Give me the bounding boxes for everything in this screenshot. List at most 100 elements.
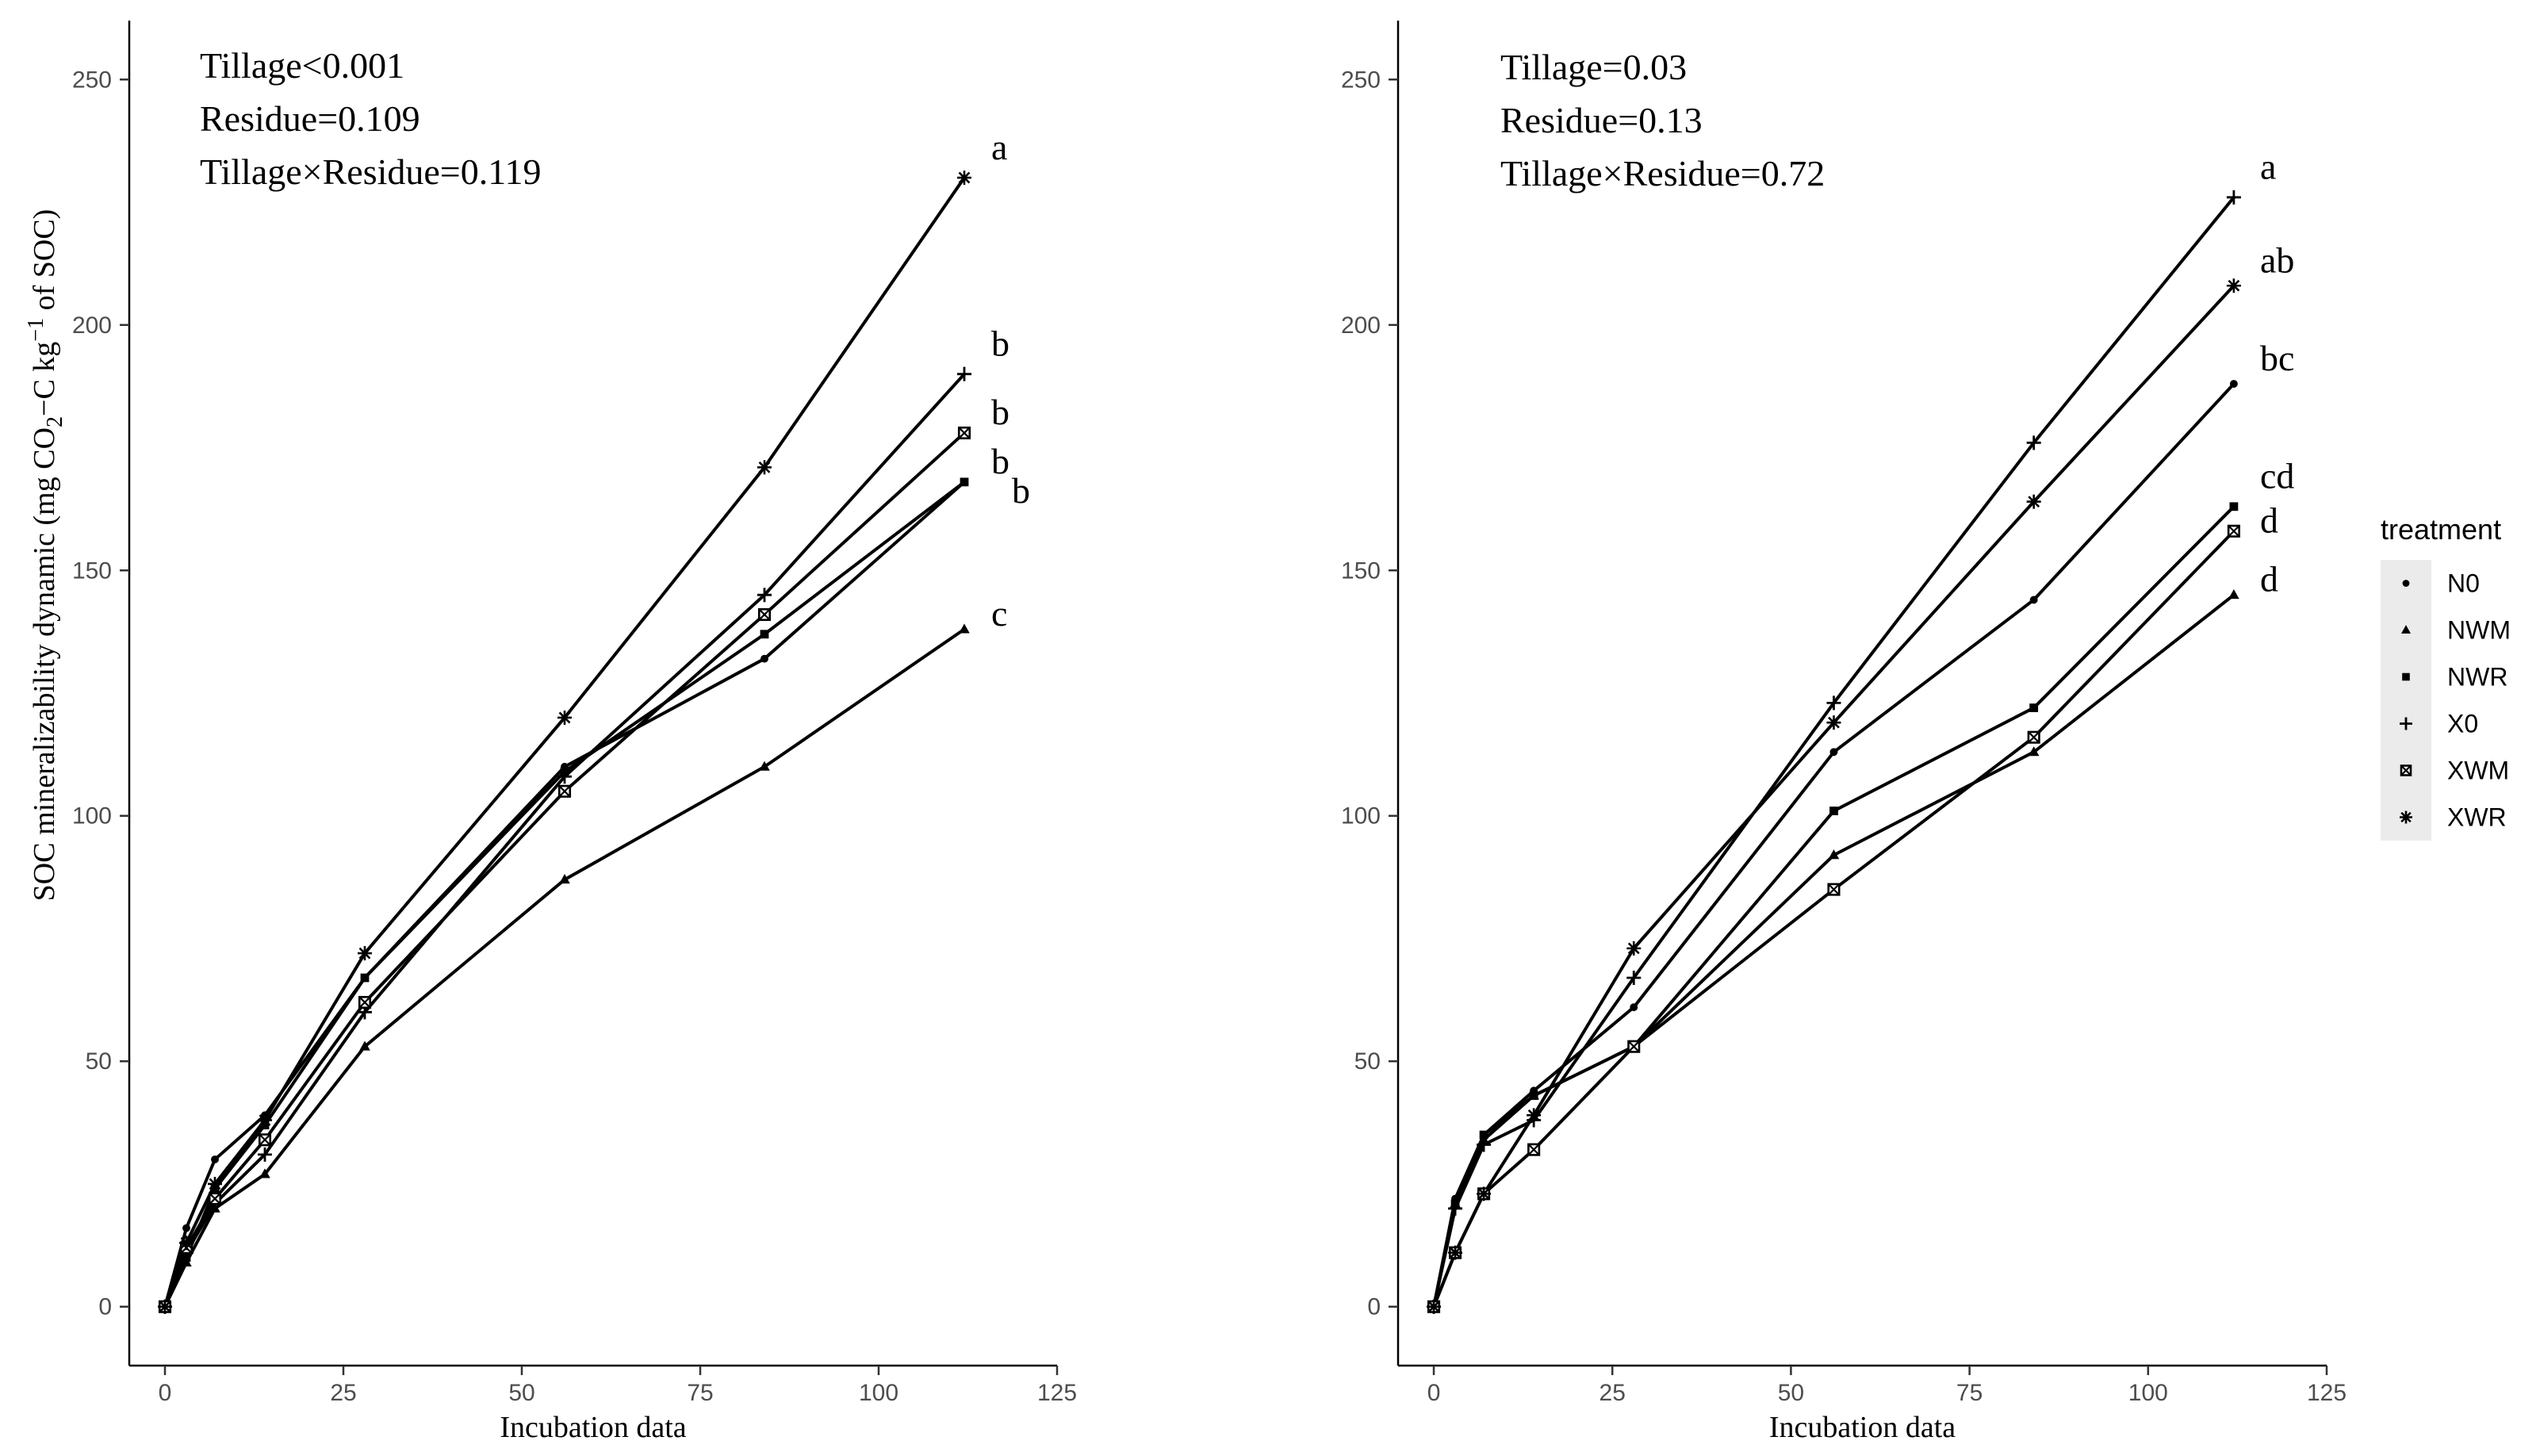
- x-tick-label: 25: [1599, 1380, 1626, 1406]
- x-tick-label: 125: [1037, 1380, 1077, 1406]
- y-tick-label: 200: [72, 312, 112, 339]
- point-nwm: [2228, 589, 2239, 600]
- y-tick-label: 250: [72, 67, 112, 93]
- legend-title: treatment: [2381, 513, 2501, 546]
- point-n0: [1829, 748, 1838, 757]
- point-xwr: [2026, 494, 2041, 509]
- x-tick-label: 0: [159, 1380, 172, 1406]
- point-xwr: [1448, 1245, 1463, 1260]
- x-tick-label: 100: [859, 1380, 898, 1406]
- stats-annotation: Residue=0.13: [1500, 100, 1703, 140]
- point-x0: [557, 769, 572, 784]
- point-nwr: [1829, 807, 1838, 815]
- y-tick-label: 0: [98, 1294, 112, 1320]
- point-xwr: [1826, 715, 1841, 730]
- y-tick-label: 100: [72, 803, 112, 830]
- point-x0: [757, 588, 772, 603]
- stats-annotation: Tillage<0.001: [200, 45, 404, 86]
- significance-letter: d: [2260, 500, 2278, 540]
- series-line-x0: [1432, 196, 2235, 1308]
- point-x0: [2026, 435, 2041, 450]
- left-panel: 0 50 100 150 200 250 0 25 50 75 100 125 Incubation d…: [72, 21, 1077, 1444]
- point-n0: [2029, 596, 2038, 604]
- series-line-n0: [1432, 382, 2235, 1308]
- point-xwm: [358, 995, 372, 1010]
- y-axis-title: SOC mineralizability dynamic (mg CO2−C k…: [24, 209, 67, 902]
- point-xwm: [1627, 1040, 1641, 1053]
- point-x0: [1448, 1201, 1463, 1216]
- stats-annotation: Tillage=0.03: [1500, 47, 1687, 87]
- legend-label-xwr: XWR: [2447, 803, 2507, 832]
- x-tick-label: 75: [687, 1380, 713, 1406]
- significance-letter: ab: [2260, 239, 2294, 280]
- series-line-nwr: [163, 481, 966, 1308]
- y-tick-label: 50: [86, 1048, 112, 1075]
- point-n0: [211, 1155, 219, 1163]
- point-xwm: [2227, 524, 2240, 538]
- significance-letter: b: [991, 441, 1009, 481]
- point-xwr: [1477, 1186, 1492, 1201]
- significance-letter: c: [991, 593, 1007, 634]
- point-nwr: [760, 630, 769, 639]
- series-line-xwm: [163, 431, 966, 1308]
- y-tick-label: 200: [1341, 312, 1381, 339]
- point-xwm: [2027, 730, 2040, 744]
- point-nwm: [959, 623, 970, 634]
- y-tick-label: 150: [72, 557, 112, 584]
- point-x0: [1477, 1137, 1492, 1152]
- legend-marker-xwr: [2400, 810, 2412, 824]
- y-tick-label: 150: [1341, 557, 1381, 584]
- point-xwm: [757, 607, 772, 622]
- significance-letter: cd: [2260, 456, 2294, 496]
- x-tick-label: 50: [1778, 1380, 1804, 1406]
- point-nwm: [1828, 849, 1840, 860]
- x-axis-title: Incubation data: [500, 1411, 686, 1444]
- legend-marker-x0: [2400, 717, 2412, 730]
- point-x0: [258, 1147, 272, 1162]
- point-nwr: [2029, 703, 2039, 712]
- point-nwr: [960, 477, 969, 487]
- point-xwr: [208, 1176, 222, 1191]
- point-n0: [182, 1224, 190, 1232]
- x-axis-title: Incubation data: [1769, 1411, 1956, 1444]
- x-tick-label: 25: [330, 1380, 356, 1406]
- point-xwr: [1626, 941, 1642, 956]
- point-xwr: [757, 460, 772, 475]
- legend-marker-xwm: [2400, 764, 2412, 776]
- right-panel: 0 50 100 150 200 250 0 25 50 75 100 125 Incubation d…: [1341, 21, 2347, 1444]
- point-xwr: [358, 946, 372, 961]
- point-xwr: [957, 171, 971, 186]
- legend-label-x0: X0: [2447, 710, 2478, 738]
- significance-letter: b: [991, 324, 1009, 364]
- point-xwm: [957, 426, 971, 439]
- point-xwm: [258, 1133, 272, 1147]
- legend-marker-nwm: [2401, 625, 2411, 634]
- point-x0: [1626, 971, 1642, 986]
- point-xwm: [208, 1192, 222, 1205]
- significance-letter: a: [2260, 147, 2276, 187]
- point-nwm: [759, 761, 770, 771]
- legend-label-nwm: NWM: [2447, 616, 2511, 645]
- point-nwr: [2229, 502, 2239, 512]
- x-tick-label: 75: [1956, 1380, 1983, 1406]
- point-nwm: [359, 1040, 370, 1051]
- y-tick-label: 50: [1354, 1048, 1381, 1075]
- series-line-n0: [163, 481, 966, 1308]
- point-xwr: [1427, 1299, 1442, 1314]
- point-xwm: [557, 784, 572, 798]
- x-tick-label: 0: [1427, 1380, 1441, 1406]
- point-xwr: [2226, 278, 2241, 293]
- legend-label-nwr: NWR: [2447, 663, 2507, 692]
- significance-letter: a: [991, 127, 1007, 167]
- point-nwr: [360, 973, 370, 983]
- point-xwr: [158, 1299, 172, 1314]
- point-xwr: [258, 1113, 272, 1128]
- legend: treatment N0 NWM NWR X0 XWM XWR: [2381, 513, 2511, 841]
- legend-marker-nwr: [2402, 672, 2410, 681]
- significance-letter: b: [1012, 470, 1030, 511]
- y-tick-label: 0: [1367, 1294, 1381, 1320]
- point-nwr: [1529, 1091, 1538, 1100]
- point-nwr: [1479, 1130, 1488, 1140]
- significance-letter: d: [2260, 559, 2278, 600]
